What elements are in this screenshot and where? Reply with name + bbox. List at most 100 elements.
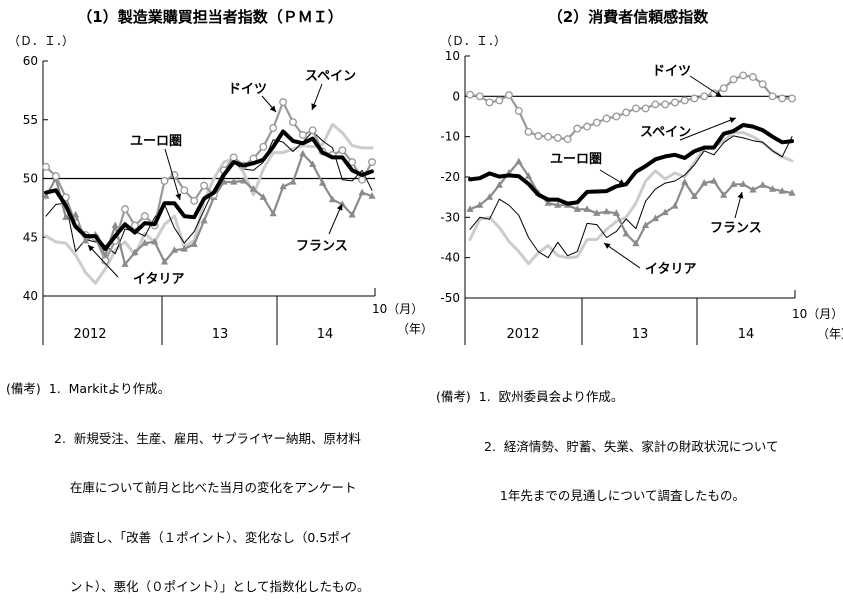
note-right-line: 1. 欧州委員会より作成。 [478,389,624,404]
cc-line-italy [469,135,793,259]
pmi-year-14: 14 [317,327,334,342]
cc-year-14: 14 [738,327,755,342]
pmi-point-france [190,240,198,247]
cc-y-tick-label: -30 [440,210,460,224]
cc-point-germany [690,94,699,103]
cc-point-france [524,172,533,179]
cc-y-tick-label: -40 [440,251,460,265]
pmi-arrowhead-france [336,204,343,211]
cc-point-germany [641,104,650,113]
cc-point-germany [680,96,689,105]
cc-point-germany [729,75,738,84]
cc-label-france: フランス [710,221,762,236]
pmi-y-tick-label: 45 [23,230,38,244]
cc-point-france [778,187,786,194]
cc-point-france [622,229,630,237]
cc-arrowhead-germany [715,91,722,97]
cc-point-germany [602,114,611,123]
pmi-point-france [358,188,366,196]
pmi-point-germany [368,158,376,167]
pmi-y-tick-label: 60 [23,54,38,68]
pmi-point-germany [348,158,357,167]
cc-point-germany [583,122,592,131]
cc-label-italy: イタリア [645,262,696,277]
cc-point-germany [749,73,757,81]
pmi-point-germany [160,176,169,185]
pmi-y-tick-label: 55 [23,113,38,127]
pmi-label-eurozone: ユーロ圏 [130,134,182,149]
cc-point-germany [622,108,631,117]
cc-y-tick-label: -10 [440,130,460,144]
cc-point-france [788,189,796,196]
cc-point-germany [573,124,582,133]
pmi-arrowhead-spain [311,103,317,110]
pmi-label-germany: ドイツ [228,82,267,97]
pmi-point-germany [51,172,60,181]
pmi-year-13: 13 [212,327,229,342]
cc-point-germany [788,94,796,103]
pmi-point-germany [180,186,189,195]
cc-y-tick-label: -20 [440,170,460,184]
pmi-point-germany [279,98,288,107]
cc-point-france [632,239,640,247]
pmi-point-france [240,176,248,184]
cc-point-france [661,208,669,216]
pmi-point-germany [289,118,297,127]
pmi-month-label: 10（月） [372,302,423,316]
cc-point-germany [544,132,553,141]
pmi-point-germany [338,146,347,155]
pmi-point-germany [140,212,149,221]
cc-arrowhead-italy [604,243,611,249]
pmi-point-france [289,178,297,185]
cc-point-germany [758,80,767,89]
cc-year-13: 13 [632,327,649,342]
cc-point-france [651,214,659,222]
cc-label-germany: ドイツ [652,64,691,79]
pmi-point-france [62,213,70,220]
pmi-point-france [319,179,327,186]
pmi-label-italy: イタリア [133,272,184,287]
cc-point-france [690,192,698,199]
pmi-pointer-italy [87,244,119,278]
cc-point-france [671,202,679,209]
pmi-point-germany [358,175,367,184]
cc-point-france [729,180,738,187]
notes-right: (備考) 1. 欧州委員会より作成。 2. 経済情勢、貯蓄、失業、家計の財政状況に… [436,356,779,521]
note-left-line: 調査し、「改善（１ポイント）、変化なし（0.5ポイ [54,529,353,545]
note-left-line: 2. 新規受注、生産、雇用、サプライヤー納期、原材料 [54,430,361,446]
cc-pointer-italy [603,242,641,269]
cc-point-germany [670,98,679,107]
cc-line-spain [468,131,794,266]
cc-line-france [468,160,794,245]
pmi-point-france [141,239,149,246]
cc-point-france [681,178,689,185]
cc-point-france [739,180,747,187]
pmi-chart: （1）製造業購買担当者指数（ＰＭＩ） （Ｄ．Ｉ．） 10（月） （年） 2012… [8,8,433,345]
cc-point-germany [505,91,513,100]
pmi-point-france [249,185,258,192]
cc-point-france [700,179,708,186]
pmi-point-france [200,216,208,224]
notes-right-head: (備考) [436,389,471,404]
pmi-point-france [81,236,90,244]
pmi-point-france [121,260,129,267]
cc-year-2012: 2012 [506,327,539,342]
cc-point-france [466,205,474,212]
pmi-point-germany [229,153,238,162]
note-left-line: 在庫について前月と比べた当月の変化をアンケート [54,480,357,495]
cc-point-france [554,201,562,208]
pmi-point-germany [298,131,307,139]
pmi-point-france [230,178,238,185]
pmi-series [42,98,376,285]
pmi-point-france [348,210,356,218]
cc-point-germany [768,92,777,101]
pmi-pointer-eurozone [164,148,181,201]
pmi-point-france [328,195,337,203]
pmi-point-france [269,209,277,217]
pmi-y-tick-label: 40 [23,289,38,303]
pmi-point-france [259,193,267,200]
pmi-point-france [111,221,119,229]
cc-y-tick-label: 10 [445,49,460,63]
cc-point-france [515,157,523,165]
